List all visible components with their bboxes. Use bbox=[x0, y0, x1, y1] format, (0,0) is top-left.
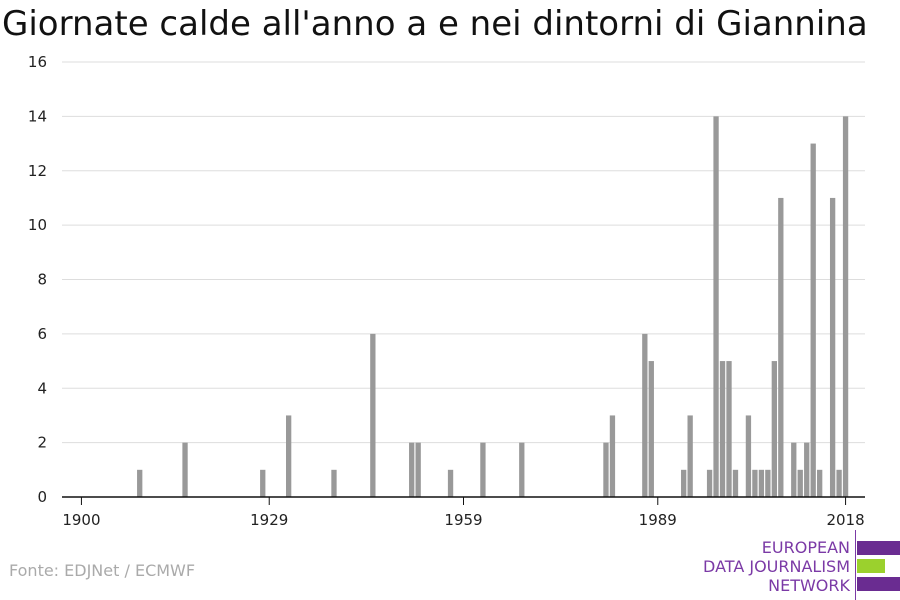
y-tick-label-4: 4 bbox=[37, 379, 47, 397]
bar-1957 bbox=[447, 469, 454, 497]
bar-2014 bbox=[817, 469, 823, 497]
bar-1999 bbox=[719, 361, 726, 497]
bar-1994 bbox=[687, 415, 693, 497]
bar-1916 bbox=[182, 442, 188, 497]
bar-2018 bbox=[842, 116, 849, 497]
edjnet-logo: EUROPEAN DATA JOURNALISM NETWORK bbox=[700, 530, 900, 600]
source-note: Fonte: EDJNet / ECMWF bbox=[9, 561, 196, 580]
y-tick-label-0: 0 bbox=[37, 488, 47, 506]
bar-1981 bbox=[603, 442, 609, 497]
bar-2013 bbox=[810, 143, 816, 497]
bar-1945 bbox=[370, 333, 376, 497]
bar-2011 bbox=[797, 469, 803, 497]
bar-1982 bbox=[609, 415, 616, 497]
bar-1988 bbox=[648, 361, 654, 497]
bar-2000 bbox=[726, 361, 732, 497]
logo-bar-purple-top bbox=[857, 541, 900, 555]
y-tick-label-8: 8 bbox=[37, 271, 47, 289]
bar-1932 bbox=[285, 415, 292, 497]
y-tick-label-2: 2 bbox=[37, 434, 47, 452]
bars bbox=[137, 116, 849, 497]
logo-bar-purple-bottom bbox=[857, 577, 900, 591]
bar-2010 bbox=[791, 442, 797, 497]
y-tick-label-14: 14 bbox=[28, 107, 47, 125]
x-tick-label-2018: 2018 bbox=[826, 511, 864, 529]
grid-lines bbox=[62, 61, 865, 444]
logo-divider bbox=[855, 530, 856, 600]
bar-2005 bbox=[758, 469, 765, 497]
bar-1998 bbox=[713, 116, 719, 497]
bar-1928 bbox=[260, 469, 266, 497]
bar-2007 bbox=[771, 361, 777, 497]
bar-1968 bbox=[519, 442, 525, 497]
bar-1939 bbox=[331, 469, 337, 497]
bar-1993 bbox=[681, 469, 687, 497]
y-tick-label-16: 16 bbox=[28, 53, 47, 71]
logo-bar-green bbox=[857, 559, 885, 573]
bar-2016 bbox=[829, 197, 836, 497]
x-tick-label-1959: 1959 bbox=[444, 511, 482, 529]
bar-1997 bbox=[706, 469, 713, 497]
bar-2003 bbox=[745, 415, 752, 497]
bar-2012 bbox=[804, 442, 810, 497]
y-tick-label-10: 10 bbox=[28, 216, 47, 234]
bar-2004 bbox=[752, 469, 758, 497]
bar-1952 bbox=[415, 442, 421, 497]
logo-text-european: EUROPEAN bbox=[761, 538, 850, 557]
logo-text-network: NETWORK bbox=[768, 576, 850, 595]
x-tick-label-1929: 1929 bbox=[250, 511, 288, 529]
bar-2006 bbox=[765, 469, 771, 497]
x-axis: 1900 1929 1959 1989 2018 bbox=[62, 496, 865, 529]
bar-2017 bbox=[836, 469, 842, 497]
chart-title: Giornate calde all'anno a e nei dintorni… bbox=[2, 4, 868, 44]
x-tick-label-1989: 1989 bbox=[639, 511, 677, 529]
bar-1987 bbox=[642, 333, 648, 497]
bar-1909 bbox=[137, 469, 143, 497]
y-axis-labels: 0 2 4 6 8 10 12 14 16 bbox=[28, 53, 47, 506]
bar-2008 bbox=[778, 197, 784, 497]
y-tick-label-12: 12 bbox=[28, 162, 47, 180]
y-tick-label-6: 6 bbox=[37, 325, 47, 343]
bar-1951 bbox=[409, 442, 415, 497]
bar-1962 bbox=[480, 442, 486, 497]
logo-text-data-journalism: DATA JOURNALISM bbox=[703, 557, 850, 576]
bar-2001 bbox=[732, 469, 739, 497]
x-tick-label-1900: 1900 bbox=[62, 511, 100, 529]
